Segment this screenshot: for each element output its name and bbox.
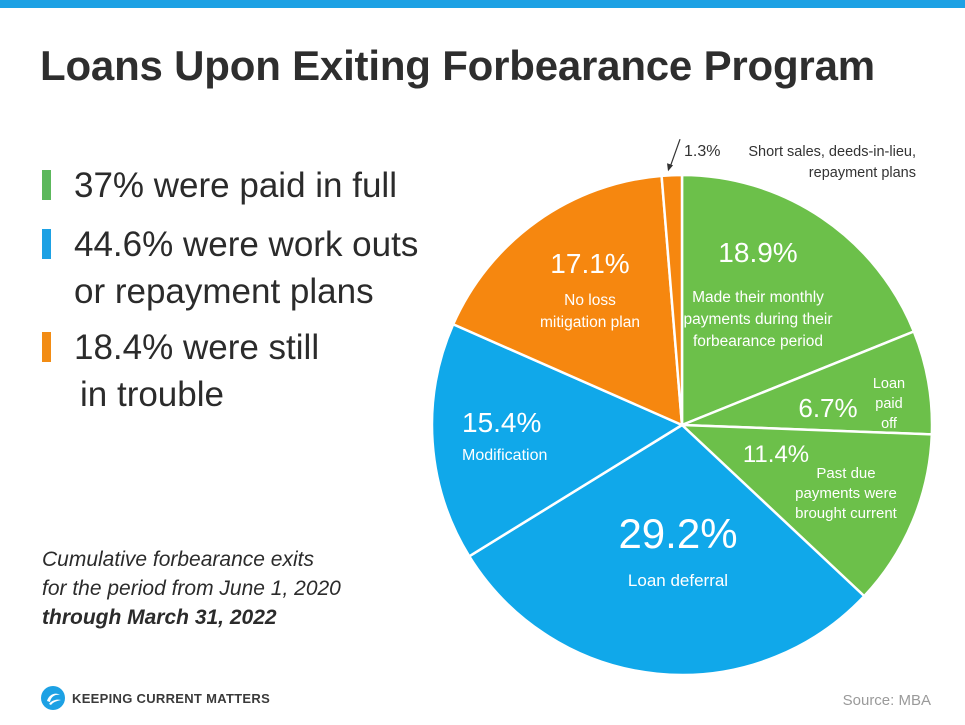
- leader-line: [669, 139, 681, 168]
- pie-slice: [467, 423, 867, 677]
- orange-legend-square: [42, 332, 51, 362]
- slice-desc-label: Modification: [462, 447, 547, 464]
- pie-slice: [660, 173, 684, 426]
- slice-desc-label: paid: [875, 396, 902, 412]
- slice-desc-label: forbearance period: [693, 333, 823, 350]
- slice-pct-label: 6.7%: [798, 393, 857, 423]
- outside-desc-label: Short sales, deeds-in-lieu,: [748, 144, 916, 160]
- leader-arrow-icon: [667, 163, 674, 172]
- logo-text: KEEPING CURRENT MATTERS: [72, 690, 271, 706]
- slice-desc-label: No loss: [564, 292, 616, 309]
- slice-desc-label: payments during their: [683, 311, 832, 328]
- kcm-logo-icon: [41, 686, 65, 710]
- summary-line: 18.4% were still: [74, 328, 320, 367]
- pie-slice: [451, 174, 684, 427]
- slice-pct-label: 15.4%: [462, 407, 541, 438]
- summary-item-paid: 37% were paid in full: [42, 162, 397, 209]
- summary-line: 37% were paid in full: [74, 166, 397, 205]
- note-line-bold: through March 31, 2022: [42, 606, 277, 629]
- brand-logo: KEEPING CURRENT MATTERS: [40, 683, 270, 713]
- slice-desc-label: mitigation plan: [540, 314, 640, 331]
- slice-desc-label: Past due: [816, 465, 875, 482]
- outside-desc-label: repayment plans: [809, 165, 916, 181]
- period-note: Cumulative forbearance exits for the per…: [42, 545, 341, 632]
- slice-desc-label: Made their monthly: [692, 289, 824, 306]
- summary-line: or repayment plans: [74, 272, 374, 311]
- slice-pct-label: 11.4%: [743, 441, 809, 468]
- pie-slice: [680, 173, 916, 427]
- source-label: Source: MBA: [842, 692, 931, 709]
- summary-line: in trouble: [80, 375, 224, 414]
- green-legend-square: [42, 170, 51, 200]
- slice-pct-label: 18.9%: [718, 237, 797, 268]
- pie-slice: [678, 423, 934, 598]
- slice-pct-label: 17.1%: [550, 248, 629, 279]
- slice-desc-label: Loan: [873, 376, 905, 392]
- note-line: Cumulative forbearance exits: [42, 548, 314, 571]
- slice-desc-label: off: [881, 416, 898, 432]
- slice-desc-label: payments were: [795, 485, 897, 502]
- summary-item-workouts: 44.6% were work outs or repayment plans: [42, 221, 418, 315]
- page-title: Loans Upon Exiting Forbearance Program: [40, 42, 875, 89]
- summary-line: 44.6% were work outs: [74, 225, 419, 264]
- slice-pct-label: 29.2%: [618, 510, 737, 557]
- slice-desc-label: Loan deferral: [628, 571, 728, 590]
- blue-legend-square: [42, 229, 51, 259]
- note-line: for the period from June 1, 2020: [42, 577, 341, 600]
- top-accent-bar: [0, 0, 965, 8]
- slice-desc-label: brought current: [795, 505, 898, 522]
- pie-slice: [430, 322, 685, 559]
- outside-pct-label: 1.3%: [684, 143, 720, 160]
- summary-item-trouble: 18.4% were still in trouble: [42, 324, 319, 418]
